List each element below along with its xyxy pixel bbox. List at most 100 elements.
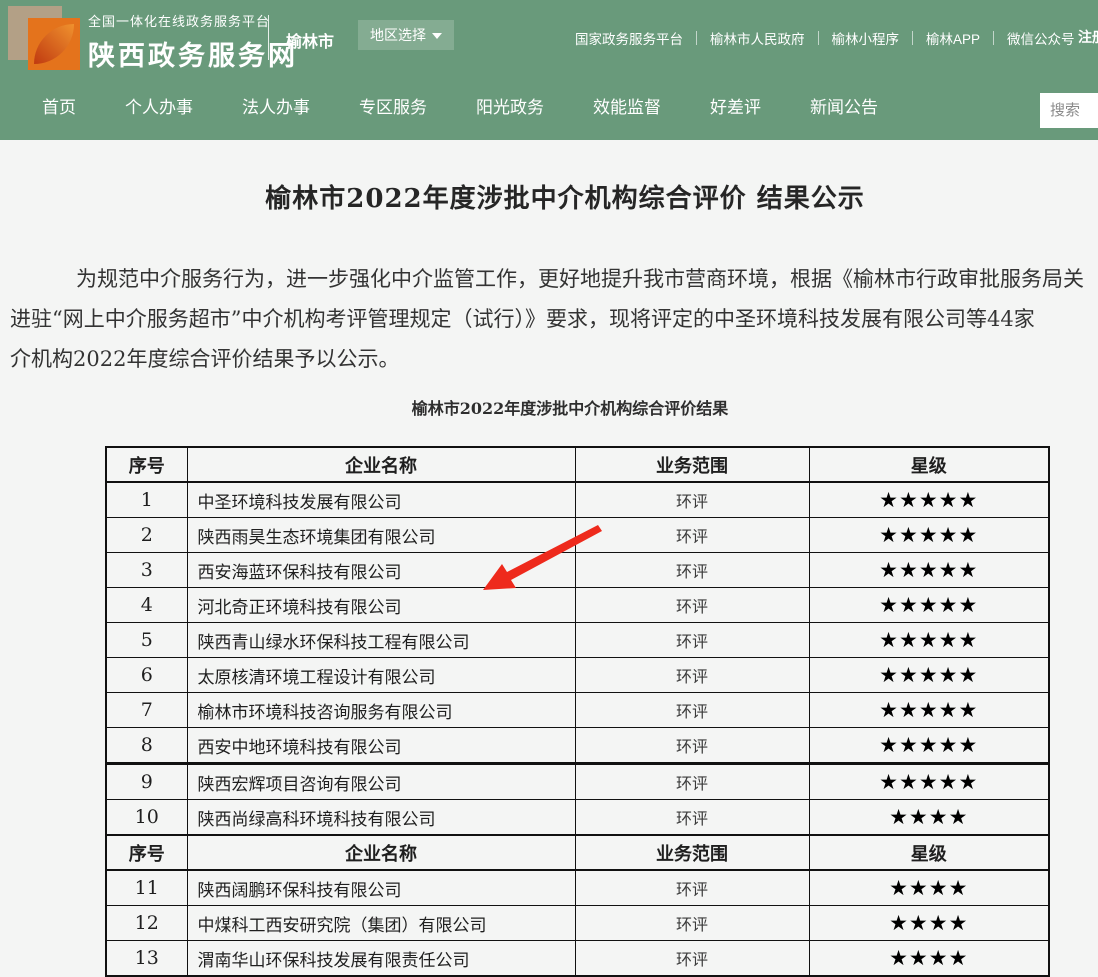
cell-star-rating: ★★★★★	[808, 727, 1050, 765]
region-selector-label: 地区选择	[370, 27, 426, 43]
cell-company-name: 陕西雨昊生态环境集团有限公司	[186, 517, 576, 553]
col-header-scope: 业务范围	[574, 446, 810, 483]
col-header-stars: 星级	[808, 446, 1050, 483]
col-header-stars: 星级	[808, 834, 1050, 871]
cell-star-rating: ★★★★★	[808, 763, 1050, 800]
nav-item-legal-person[interactable]: 法人办事	[242, 98, 310, 117]
cell-company-name: 中煤科工西安研究院（集团）有限公司	[186, 905, 576, 941]
nav-item-news[interactable]: 新闻公告	[810, 98, 878, 117]
platform-name: 全国一体化在线政务服务平台	[88, 14, 271, 29]
cell-scope: 环评	[574, 517, 810, 553]
col-header-scope: 业务范围	[574, 834, 810, 871]
cell-no: 5	[105, 622, 188, 658]
table-row: 5 陕西青山绿水环保科技工程有限公司 环评 ★★★★★	[105, 622, 1050, 658]
table-row: 13 渭南华山环保科技发展有限责任公司 环评 ★★★★	[105, 940, 1050, 977]
announcement-paragraph: 为规范中介服务行为，进一步强化中介监管工作，更好地提升我市营商环境，根据《榆林市…	[10, 259, 1098, 379]
cell-star-rating: ★★★★★	[808, 517, 1050, 553]
cell-company-name: 中圣环境科技发展有限公司	[186, 481, 576, 518]
table-caption: 榆林市2022年度涉批中介机构综合评价结果	[411, 399, 729, 418]
cell-scope: 环评	[574, 869, 810, 906]
cell-no: 4	[105, 587, 188, 623]
divider	[912, 31, 913, 45]
nav-item-personal[interactable]: 个人办事	[125, 98, 193, 117]
col-header-no: 序号	[105, 446, 188, 483]
cell-no: 7	[105, 692, 188, 728]
cell-star-rating: ★★★★★	[808, 481, 1050, 518]
table-row: 10 陕西尚绿高科环境科技有限公司 环评 ★★★★	[105, 799, 1050, 836]
cell-company-name: 河北奇正环境科技有限公司	[186, 587, 576, 623]
table-row: 1 中圣环境科技发展有限公司 环评 ★★★★★	[105, 481, 1050, 518]
paragraph-line: 进驻“网上中介服务超市”中介机构考评管理规定（试行）》要求，现将评定的中圣环境科…	[10, 307, 1035, 331]
cell-scope: 环评	[574, 727, 810, 765]
nav-item-rating[interactable]: 好差评	[710, 98, 761, 117]
table-row: 8 西安中地环境科技有限公司 环评 ★★★★★	[105, 727, 1050, 765]
cell-no: 13	[105, 940, 188, 977]
table-header-row-repeat: 序号 企业名称 业务范围 星级	[105, 834, 1050, 871]
cell-no: 10	[105, 799, 188, 836]
divider	[696, 31, 697, 45]
table-row: 6 太原核清环境工程设计有限公司 环评 ★★★★★	[105, 657, 1050, 693]
cell-no: 2	[105, 517, 188, 553]
nav-item-zone-services[interactable]: 专区服务	[359, 98, 427, 117]
cell-star-rating: ★★★★★	[808, 622, 1050, 658]
chevron-down-icon	[432, 33, 442, 40]
nav-item-sunshine-gov[interactable]: 阳光政务	[476, 98, 544, 117]
nav-item-efficiency[interactable]: 效能监督	[593, 98, 661, 117]
page-title: 榆林市2022年度涉批中介机构综合评价 结果公示	[265, 184, 865, 214]
cell-scope: 环评	[574, 481, 810, 518]
divider	[268, 15, 269, 60]
table-row: 3 西安海蓝环保科技有限公司 环评 ★★★★★	[105, 552, 1050, 588]
cell-no: 3	[105, 552, 188, 588]
table-row: 9 陕西宏辉项目咨询有限公司 环评 ★★★★★	[105, 763, 1050, 800]
link-app[interactable]: 榆林APP	[926, 32, 981, 47]
cell-star-rating: ★★★★	[808, 905, 1050, 941]
cell-scope: 环评	[574, 692, 810, 728]
cell-company-name: 陕西尚绿高科环境科技有限公司	[186, 799, 576, 836]
table-row: 7 榆林市环境科技咨询服务有限公司 环评 ★★★★★	[105, 692, 1050, 728]
cell-company-name: 西安海蓝环保科技有限公司	[186, 552, 576, 588]
cell-company-name: 渭南华山环保科技发展有限责任公司	[186, 940, 576, 977]
cell-no: 8	[105, 727, 188, 765]
top-links: 国家政务服务平台 榆林市人民政府 榆林小程序 榆林APP 微信公众号	[575, 28, 1075, 48]
cell-star-rating: ★★★★★	[808, 657, 1050, 693]
cell-scope: 环评	[574, 552, 810, 588]
cell-scope: 环评	[574, 622, 810, 658]
paragraph-line: 介机构2022年度综合评价结果予以公示。	[10, 347, 400, 371]
link-city-government[interactable]: 榆林市人民政府	[710, 32, 805, 47]
register-link[interactable]: 注册	[1078, 29, 1098, 45]
cell-scope: 环评	[574, 587, 810, 623]
cell-star-rating: ★★★★	[808, 799, 1050, 836]
cell-scope: 环评	[574, 905, 810, 941]
current-city-label: 榆林市	[286, 34, 335, 51]
cell-no: 11	[105, 869, 188, 906]
cell-star-rating: ★★★★★	[808, 587, 1050, 623]
cell-scope: 环评	[574, 940, 810, 977]
cell-star-rating: ★★★★★	[808, 692, 1050, 728]
search-input[interactable]	[1040, 93, 1098, 128]
cell-company-name: 陕西青山绿水环保科技工程有限公司	[186, 622, 576, 658]
cell-company-name: 太原核清环境工程设计有限公司	[186, 657, 576, 693]
cell-star-rating: ★★★★★	[808, 552, 1050, 588]
region-selector-button[interactable]: 地区选择	[358, 20, 454, 50]
cell-company-name: 陕西阔鹏环保科技有限公司	[186, 869, 576, 906]
cell-star-rating: ★★★★	[808, 940, 1050, 977]
link-national-platform[interactable]: 国家政务服务平台	[575, 32, 683, 47]
cell-scope: 环评	[574, 763, 810, 800]
nav-item-home[interactable]: 首页	[42, 98, 76, 117]
table-row: 11 陕西阔鹏环保科技有限公司 环评 ★★★★	[105, 869, 1050, 906]
link-mini-program[interactable]: 榆林小程序	[831, 32, 900, 47]
cell-no: 1	[105, 481, 188, 518]
cell-star-rating: ★★★★	[808, 869, 1050, 906]
main-nav: 首页 个人办事 法人办事 专区服务 阳光政务 效能监督 好差评 新闻公告	[0, 75, 1098, 140]
table-header-row: 序号 企业名称 业务范围 星级	[105, 446, 1050, 483]
cell-scope: 环评	[574, 657, 810, 693]
table-row: 2 陕西雨昊生态环境集团有限公司 环评 ★★★★★	[105, 517, 1050, 553]
site-name: 陕西政务服务网	[88, 41, 298, 71]
divider	[993, 31, 995, 45]
site-logo[interactable]	[8, 5, 84, 73]
col-header-name: 企业名称	[186, 834, 576, 871]
divider	[817, 31, 819, 45]
link-wechat[interactable]: 微信公众号	[1007, 32, 1075, 47]
paragraph-line: 为规范中介服务行为，进一步强化中介监管工作，更好地提升我市营商环境，根据《榆林市…	[76, 267, 1084, 291]
